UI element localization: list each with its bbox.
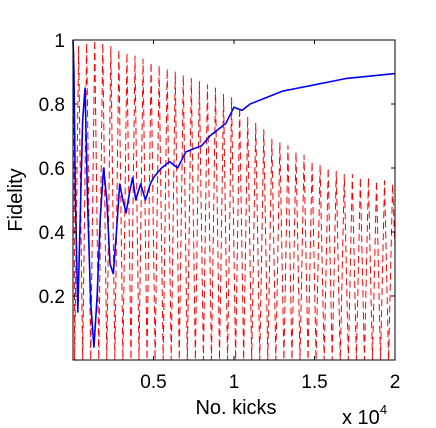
x-tick-label: 0.5 <box>140 372 166 393</box>
y-tick-label: 0.8 <box>39 95 65 116</box>
series-line-dashed <box>72 39 396 361</box>
x-axis: 0.5 1 1.5 2 <box>140 40 400 393</box>
y-tick-label: 0.4 <box>39 223 66 244</box>
x-tick-label: 2 <box>390 372 401 393</box>
x-multiplier-base: x 10 <box>342 407 380 428</box>
y-tick-label: 1 <box>54 31 65 52</box>
series-layer <box>72 39 396 361</box>
y-tick-label: 0.2 <box>39 287 65 308</box>
x-tick-label: 1.5 <box>301 372 327 393</box>
x-scale-multiplier: x 104 <box>342 402 387 428</box>
y-axis-label: Fidelity <box>5 168 27 231</box>
y-tick-label: 0.6 <box>39 159 65 180</box>
x-axis-label: No. kicks <box>195 397 276 419</box>
y-axis: 0.2 0.4 0.6 0.8 1 <box>39 31 395 308</box>
x-tick-label: 1 <box>229 372 240 393</box>
x-multiplier-exponent: 4 <box>380 402 387 417</box>
series-line-solid <box>72 39 396 349</box>
